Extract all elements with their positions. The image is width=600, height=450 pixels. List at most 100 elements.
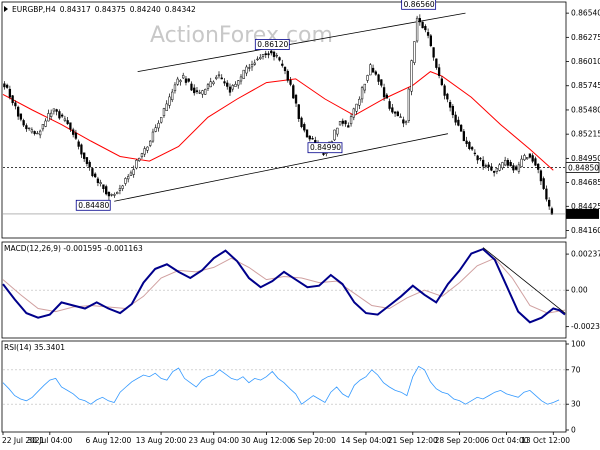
candle-body: [61, 114, 64, 117]
time-tick-label: 14 Sep 04:00: [341, 436, 391, 445]
candle-body: [228, 86, 232, 93]
candle-body: [195, 90, 199, 93]
rsi-tick-label: 30: [571, 400, 581, 409]
candle-body: [124, 178, 127, 184]
horizontal-level: 0.84850: [3, 162, 600, 173]
candle-body: [545, 188, 548, 200]
candle-body: [272, 51, 276, 57]
annotation-label: 0.84990: [310, 143, 341, 152]
candle-body: [537, 163, 540, 170]
candle-body: [132, 169, 135, 175]
candle-body: [165, 103, 168, 111]
candle-body: [385, 94, 388, 99]
candle-body: [107, 191, 111, 197]
macd-tick-label: -0.002387: [571, 322, 600, 331]
candle-body: [94, 173, 97, 178]
candle-body: [283, 66, 287, 72]
candle-body: [160, 117, 163, 123]
macd-axis: 0.00237 0.00 -0.002387: [3, 250, 600, 331]
candle-body: [448, 102, 452, 108]
candle-body: [204, 89, 207, 95]
candle-body: [209, 81, 212, 88]
candle-body: [349, 116, 353, 125]
candle-body: [352, 108, 355, 118]
candle-body: [168, 96, 171, 106]
candle-body: [495, 168, 499, 172]
candle-body: [490, 166, 493, 171]
candle-body: [215, 76, 218, 79]
candle-body: [437, 67, 441, 76]
macd-trendline: [482, 247, 566, 314]
price-tick-label: 0.84160: [571, 226, 600, 235]
candle-body: [96, 178, 100, 184]
rsi-line: [2, 365, 560, 405]
candle-body: [143, 148, 146, 155]
candle-body: [193, 87, 196, 94]
candle-body: [198, 92, 201, 94]
candle-body: [25, 125, 28, 130]
candle-body: [388, 101, 391, 109]
candle-body: [435, 58, 438, 68]
candle-body: [237, 80, 240, 86]
candle-body: [77, 141, 80, 147]
candle-body: [52, 108, 56, 112]
time-tick-label: 30 Jul 04:00: [27, 436, 72, 445]
time-tick-label: 23 Aug 04:00: [188, 436, 239, 445]
macd-signal-line: [2, 257, 566, 314]
macd-panel: MACD(12,26,9) -0.001595 -0.001163 0.0023…: [1, 241, 600, 339]
candle-body: [432, 47, 435, 58]
candle-body: [303, 124, 306, 131]
candle-body: [270, 50, 273, 54]
candle-body: [305, 129, 309, 138]
candle-body: [14, 102, 17, 107]
candle-body: [380, 79, 383, 86]
candle-body: [399, 116, 402, 118]
candle-body: [33, 131, 36, 134]
candle-body: [374, 71, 377, 75]
candle-body: [377, 74, 380, 82]
candle-body: [11, 95, 14, 104]
candle-body: [135, 159, 138, 169]
candle-body: [85, 157, 89, 164]
candle-body: [234, 83, 237, 87]
candle-body: [50, 112, 53, 117]
last-price-box: [566, 208, 599, 219]
symbol-header: EURGBP,H4 0.84317 0.84375 0.84240 0.84342: [12, 5, 196, 14]
candle-body: [451, 106, 455, 116]
candle-body: [190, 83, 193, 91]
candle-body: [182, 75, 185, 79]
candle-body: [58, 111, 61, 119]
candle-body: [80, 144, 83, 155]
candle-body: [275, 54, 278, 57]
candle-body: [347, 125, 350, 128]
candle-body: [22, 120, 25, 126]
candle-body: [440, 78, 444, 86]
candle-body: [91, 168, 94, 177]
candle-body: [363, 83, 366, 91]
candle-body: [99, 182, 102, 184]
candle-body: [226, 82, 229, 87]
channel-upper-line: [137, 12, 466, 72]
annotation-box: [307, 142, 343, 154]
candle-body: [492, 170, 496, 173]
rsi-header: RSI(14) 35.3401: [4, 343, 65, 352]
candle-body: [501, 162, 504, 169]
macd-header: MACD(12,26,9) -0.001595 -0.001163: [4, 244, 143, 253]
price-candles: [3, 14, 554, 216]
candle-body: [421, 21, 424, 29]
candle-body: [138, 157, 141, 162]
price-axis: 0.86540 0.86275 0.86010 0.85745 0.85480 0.852…: [566, 9, 600, 235]
candle-body: [308, 135, 311, 140]
candle-body: [479, 157, 482, 160]
candle-body: [267, 53, 270, 56]
candle-body: [360, 87, 364, 100]
candle-body: [74, 132, 78, 139]
time-tick-label: 21 Sep 12:00: [388, 436, 438, 445]
candle-body: [8, 88, 12, 98]
annotation-box: [401, 0, 437, 10]
price-tick-label: 0.86540: [571, 9, 600, 18]
candle-body: [426, 32, 430, 36]
candle-body: [413, 41, 416, 63]
candle-body: [443, 85, 446, 96]
